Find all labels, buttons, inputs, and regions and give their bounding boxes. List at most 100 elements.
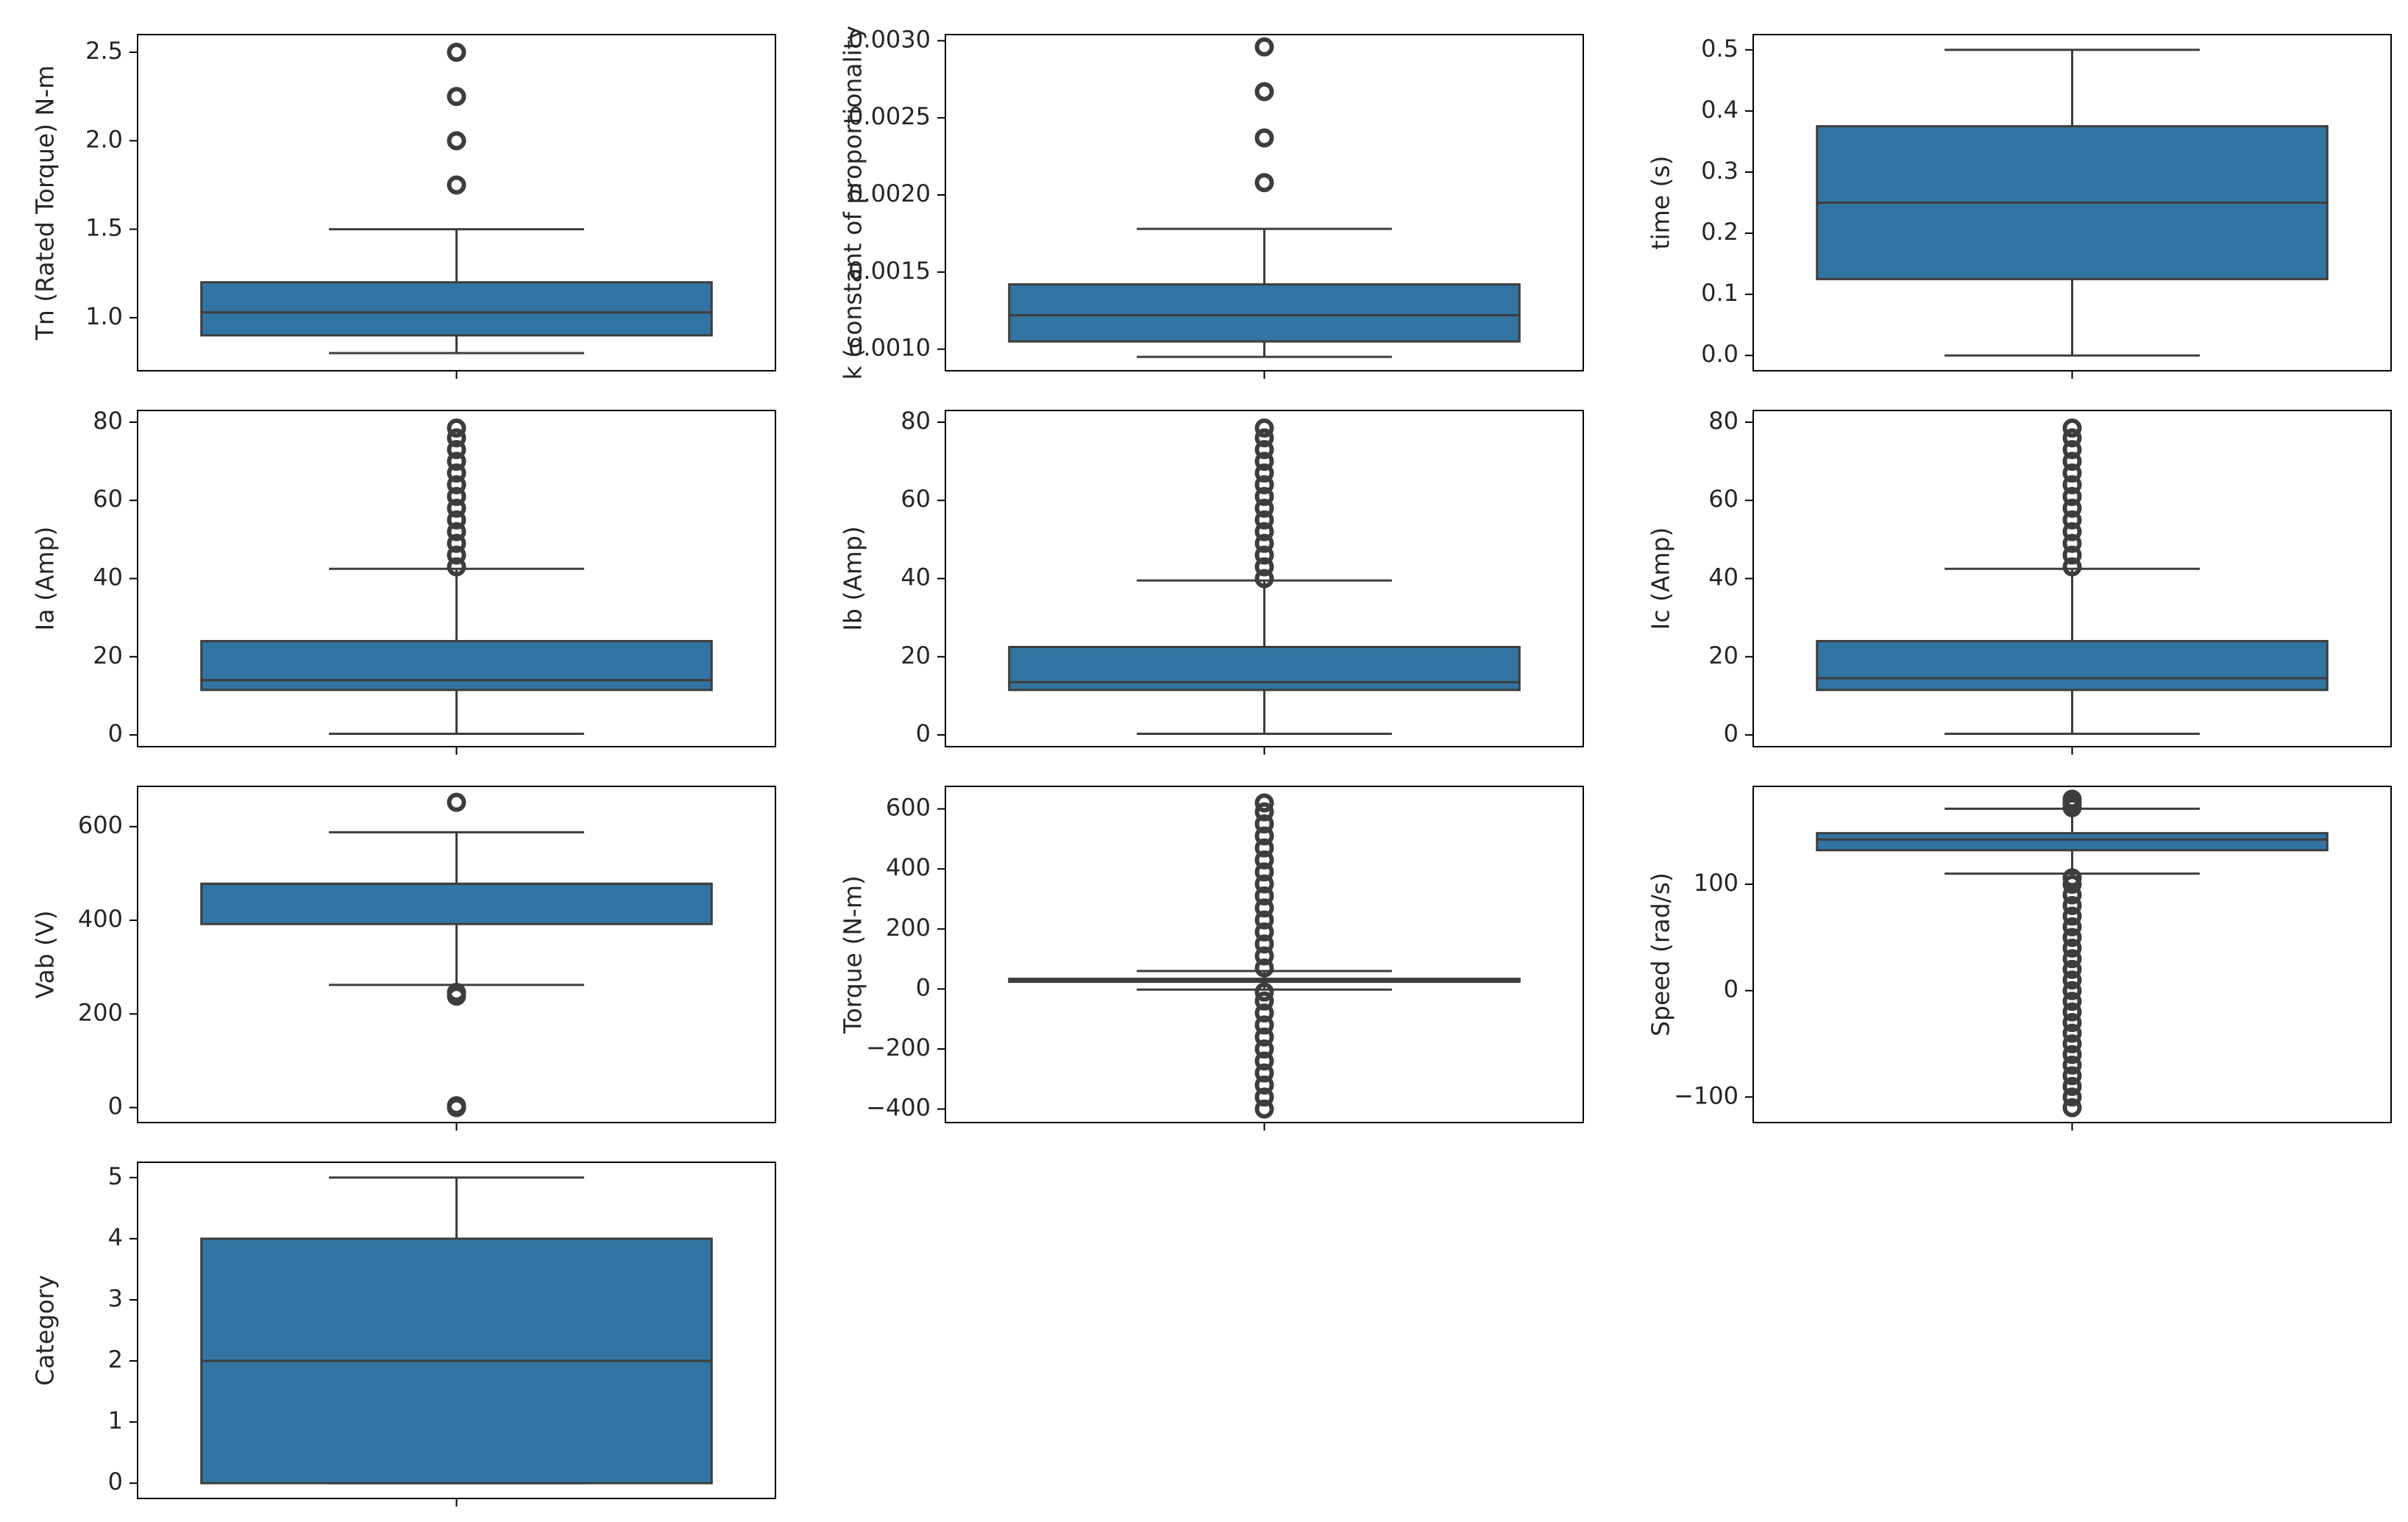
outlier-point (2062, 1066, 2082, 1086)
y-tick-label: 20 (1708, 641, 1738, 669)
outlier-point (447, 428, 466, 448)
outlier-point (1254, 802, 1274, 822)
outlier-point (1254, 862, 1274, 882)
outlier-point (1254, 486, 1274, 506)
y-tick-label: 0 (108, 719, 123, 747)
outlier-point (2062, 418, 2082, 438)
y-axis-label: Vab (V) (31, 911, 60, 999)
y-tick-label: 0.2 (1701, 218, 1738, 246)
outlier-point (2062, 557, 2082, 577)
y-tick-label: 0.3 (1701, 157, 1738, 185)
panel-4: 0 20 40 60 80 Ia (Amp) (31, 407, 776, 755)
outlier-point (447, 545, 466, 565)
y-tick-label: −100 (1674, 1081, 1738, 1109)
outlier-point (447, 486, 466, 506)
outlier-point (1254, 1087, 1274, 1107)
outlier-point (447, 498, 466, 518)
y-axis-label: k (constant of proportionality (839, 26, 867, 380)
outlier-point (1254, 128, 1274, 148)
iqr-box (200, 281, 713, 337)
y-tick-label: 0 (916, 719, 931, 747)
outlier-point (1254, 874, 1274, 894)
y-tick-label: 0.0015 (848, 257, 931, 285)
outlier-point (1254, 991, 1274, 1011)
y-tick-label: 400 (78, 905, 123, 933)
y-tick-label: 600 (886, 794, 931, 822)
outlier-point (1254, 522, 1274, 541)
outlier-point (1254, 82, 1274, 102)
outlier-point (447, 983, 466, 1003)
y-tick-label: 60 (901, 485, 931, 513)
y-tick-label: 1 (108, 1407, 123, 1434)
y-tick-label: 1.0 (85, 302, 123, 330)
outlier-point (2062, 928, 2082, 947)
panel-5: 0 20 40 60 80 Ib (Amp) (839, 407, 1584, 755)
outlier-point (2062, 463, 2082, 483)
outlier-point (2062, 1013, 2082, 1033)
outlier-point (1254, 545, 1274, 565)
outlier-point (2062, 486, 2082, 506)
outlier-point (447, 792, 466, 812)
outlier-point (447, 522, 466, 541)
outlier-point (2062, 959, 2082, 979)
outlier-point (1254, 850, 1274, 870)
y-tick-label: 60 (93, 485, 123, 513)
y-tick-label: 100 (1694, 869, 1738, 897)
y-axis-label: Ib (Amp) (839, 526, 867, 631)
y-tick-label: 0 (108, 1468, 123, 1496)
outlier-point (1254, 898, 1274, 918)
outlier-point (2062, 522, 2082, 541)
y-tick-label: 0.0025 (848, 102, 931, 130)
y-axis-label: Torque (N-m) (839, 875, 867, 1034)
y-tick-label: 200 (78, 998, 123, 1026)
outlier-point (2062, 917, 2082, 936)
outlier-point (1254, 533, 1274, 553)
iqr-box (200, 640, 713, 691)
outlier-point (1254, 1075, 1274, 1095)
iqr-box (1008, 283, 1521, 343)
outlier-point (1254, 1003, 1274, 1023)
outlier-point (2062, 533, 2082, 553)
outlier-point (2062, 868, 2082, 888)
outlier-point (2062, 452, 2082, 472)
outlier-point (2062, 1002, 2082, 1022)
iqr-box (1008, 645, 1521, 691)
outlier-point (1254, 1027, 1274, 1047)
outlier-point (1254, 440, 1274, 460)
outlier-point (1254, 1015, 1274, 1035)
outlier-point (447, 452, 466, 472)
outlier-point (1254, 173, 1274, 193)
y-axis-label: Tn (Rated Torque) N-m (31, 65, 60, 341)
y-tick-label: 0 (108, 1092, 123, 1120)
outlier-point (2062, 970, 2082, 990)
y-tick-label: 0.0 (1701, 340, 1738, 368)
outlier-point (447, 43, 466, 63)
y-tick-label: 400 (886, 853, 931, 881)
outlier-point (1254, 498, 1274, 518)
y-tick-label: 0 (1724, 719, 1738, 747)
y-tick-label: 0.1 (1701, 279, 1738, 307)
outlier-point (1254, 569, 1274, 588)
outlier-point (2062, 1076, 2082, 1096)
y-axis-label: Speed (rad/s) (1647, 872, 1675, 1036)
y-tick-label: 40 (901, 563, 931, 591)
y-tick-label: 0.4 (1701, 96, 1738, 124)
y-tick-label: 0.0030 (848, 25, 931, 53)
y-tick-label: 0.0010 (848, 334, 931, 362)
outlier-point (447, 474, 466, 494)
outlier-point (447, 463, 466, 483)
outlier-point (1254, 958, 1274, 978)
outlier-point (447, 175, 466, 195)
outlier-point (1254, 946, 1274, 966)
y-tick-label: −200 (866, 1034, 931, 1062)
y-tick-label: −400 (866, 1094, 931, 1122)
outlier-point (2062, 938, 2082, 958)
outlier-point (2062, 949, 2082, 969)
y-tick-label: 80 (1708, 407, 1738, 435)
panel-6: 0 20 40 60 80 Ic (Amp) (1647, 407, 2392, 755)
y-tick-label: 1.5 (85, 214, 123, 242)
y-axis-label: Ic (Amp) (1647, 527, 1675, 630)
outlier-point (447, 418, 466, 438)
outlier-point (1254, 1099, 1274, 1119)
iqr-box (1816, 832, 2329, 852)
